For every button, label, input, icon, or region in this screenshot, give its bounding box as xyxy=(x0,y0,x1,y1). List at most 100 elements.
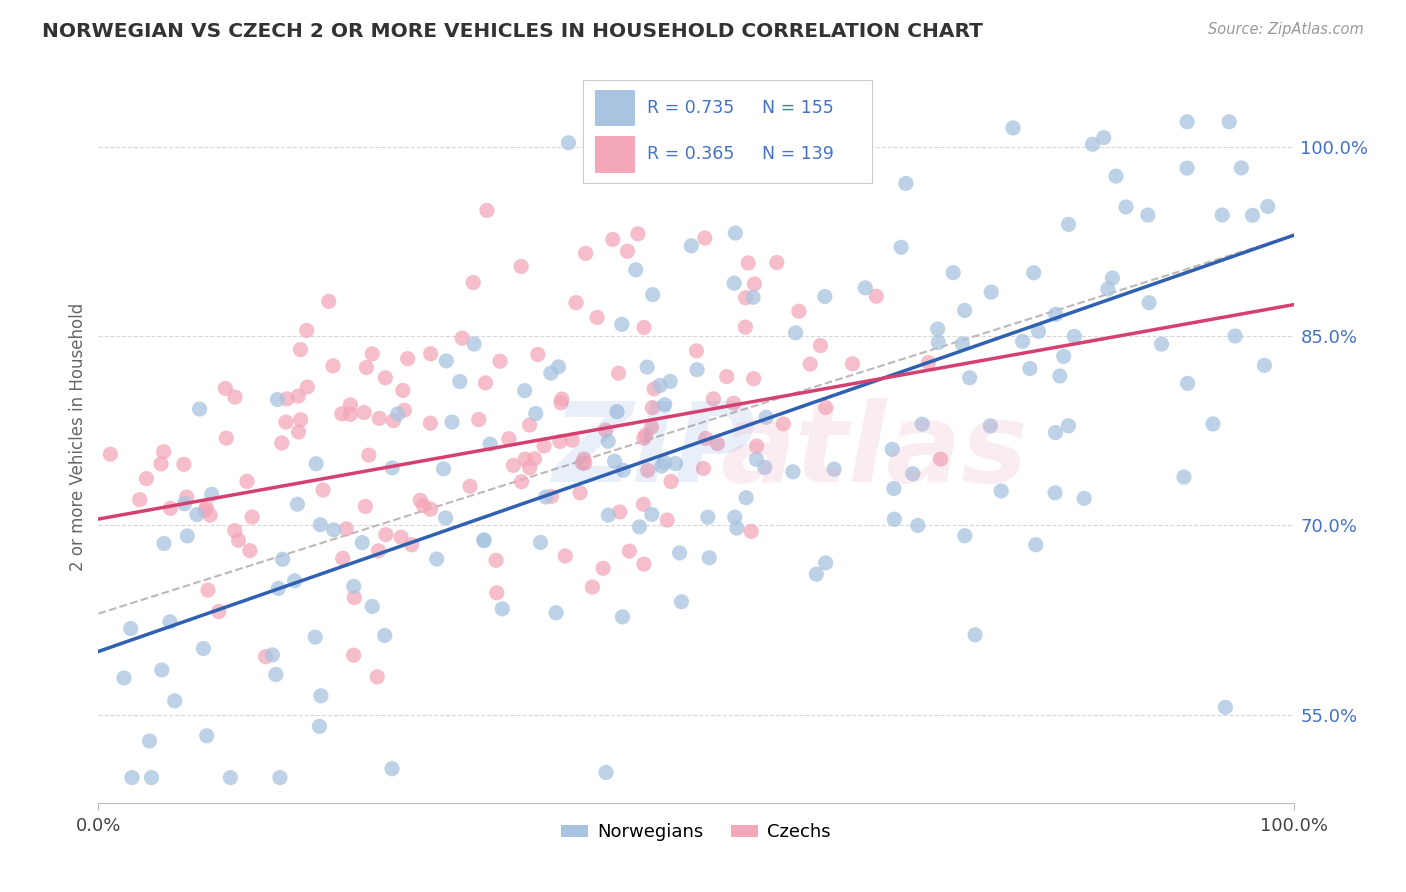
Point xyxy=(208,605,231,619)
Point xyxy=(366,670,388,684)
Point xyxy=(240,510,263,524)
Point xyxy=(163,694,186,708)
Point xyxy=(197,583,219,598)
Point xyxy=(534,490,557,504)
Point xyxy=(236,475,259,489)
Point xyxy=(603,454,626,468)
Point xyxy=(1218,115,1240,129)
Point xyxy=(343,579,366,593)
Point xyxy=(198,508,221,523)
Point xyxy=(374,371,396,385)
Point xyxy=(472,533,495,548)
Point xyxy=(641,287,664,301)
Point xyxy=(527,347,550,361)
Point xyxy=(352,535,374,549)
Point xyxy=(412,499,434,513)
Text: Source: ZipAtlas.com: Source: ZipAtlas.com xyxy=(1208,22,1364,37)
Point xyxy=(643,382,665,396)
Point xyxy=(1057,218,1080,232)
Point xyxy=(463,276,485,290)
Point xyxy=(724,510,747,524)
Point xyxy=(1081,137,1104,152)
Point xyxy=(98,447,122,461)
Point xyxy=(441,415,464,429)
Point xyxy=(1063,329,1085,343)
Point xyxy=(681,239,703,253)
Point xyxy=(648,378,671,392)
Point xyxy=(1230,161,1253,175)
Point xyxy=(693,231,716,245)
Point xyxy=(195,729,218,743)
Point xyxy=(1097,282,1119,296)
Point xyxy=(602,232,624,246)
Point xyxy=(215,431,238,445)
Point xyxy=(318,294,340,309)
Point xyxy=(607,366,630,380)
Point xyxy=(529,535,551,549)
Point xyxy=(882,442,904,457)
Point xyxy=(472,533,495,547)
Point xyxy=(515,452,537,467)
Bar xyxy=(595,136,636,173)
Point xyxy=(274,415,297,429)
Point xyxy=(1045,307,1067,321)
Point xyxy=(387,407,409,421)
Point xyxy=(990,483,1012,498)
Point xyxy=(193,641,215,656)
Point xyxy=(173,458,195,472)
Point xyxy=(368,411,391,425)
Point xyxy=(533,439,555,453)
Point xyxy=(706,436,728,450)
Point xyxy=(264,667,287,681)
Point xyxy=(561,433,583,447)
Point xyxy=(610,318,633,332)
Point xyxy=(224,524,246,538)
Point xyxy=(201,487,224,501)
Point xyxy=(651,458,673,473)
Point xyxy=(304,630,326,644)
Point xyxy=(271,552,294,566)
Point xyxy=(382,414,405,428)
Point xyxy=(953,303,976,318)
Point xyxy=(343,591,366,605)
Point xyxy=(744,277,766,291)
Point xyxy=(159,501,181,516)
Point xyxy=(305,457,328,471)
Point xyxy=(214,381,236,395)
Point xyxy=(475,203,498,218)
Point xyxy=(612,463,634,477)
Point xyxy=(633,320,655,334)
Point xyxy=(297,380,319,394)
Point xyxy=(426,552,449,566)
Point xyxy=(150,663,173,677)
Point xyxy=(254,649,277,664)
Point xyxy=(391,384,413,398)
Point xyxy=(686,363,709,377)
Point xyxy=(633,557,655,571)
Point xyxy=(1257,200,1279,214)
Point xyxy=(361,599,384,614)
Point xyxy=(463,337,485,351)
Point xyxy=(894,177,917,191)
Point xyxy=(628,520,651,534)
Point xyxy=(419,347,441,361)
Text: N = 139: N = 139 xyxy=(762,145,834,163)
Point xyxy=(799,357,821,371)
Point xyxy=(695,432,717,446)
Point xyxy=(641,401,664,415)
Point xyxy=(734,320,756,334)
Point xyxy=(782,465,804,479)
Point xyxy=(1175,161,1198,175)
Point xyxy=(841,357,863,371)
Point xyxy=(1115,200,1137,214)
Point xyxy=(332,551,354,566)
Point xyxy=(239,543,262,558)
Point xyxy=(287,497,309,511)
Point xyxy=(357,448,380,462)
Point xyxy=(723,396,745,410)
Point xyxy=(510,260,533,274)
Point xyxy=(740,524,762,539)
Point xyxy=(330,407,353,421)
Point xyxy=(814,401,837,415)
Point xyxy=(269,771,291,785)
